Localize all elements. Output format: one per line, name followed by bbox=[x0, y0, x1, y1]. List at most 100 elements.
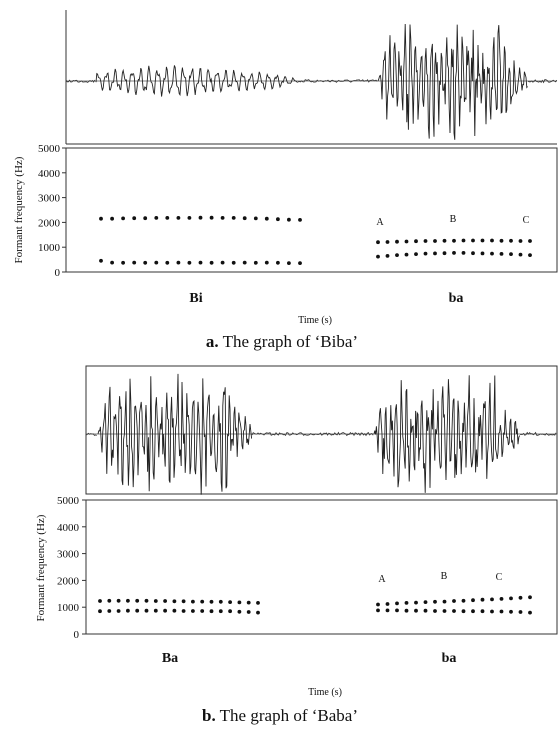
formant-point-f1 bbox=[231, 260, 236, 265]
waveform-silence bbox=[65, 79, 96, 83]
formant-point-f1 bbox=[385, 254, 390, 258]
formant-point-f2 bbox=[395, 601, 399, 606]
formant-point-f2 bbox=[404, 601, 409, 605]
formant-point-f2 bbox=[480, 238, 485, 243]
formant-point-f2 bbox=[181, 599, 186, 604]
formant-point-f1 bbox=[509, 252, 513, 256]
formant-point-f2 bbox=[191, 599, 195, 604]
formant-point-f1 bbox=[433, 609, 437, 613]
formant-point-f1 bbox=[228, 609, 233, 614]
formant-point-f1 bbox=[218, 609, 223, 614]
mark-b: B bbox=[441, 571, 448, 582]
formant-point-f1 bbox=[395, 253, 399, 257]
formant-point-f2 bbox=[376, 602, 380, 607]
formant-point-f2 bbox=[509, 238, 513, 243]
formant-point-f1 bbox=[264, 260, 269, 265]
formant-point-f1 bbox=[99, 258, 103, 263]
formant-point-f2 bbox=[376, 240, 380, 245]
formant-point-f1 bbox=[209, 260, 214, 265]
formant-point-f2 bbox=[414, 600, 418, 605]
waveform-ba-first bbox=[97, 373, 253, 495]
formant-point-f1 bbox=[191, 609, 195, 613]
formant-point-f2 bbox=[99, 216, 103, 221]
formant-point-f1 bbox=[376, 254, 380, 259]
formant-point-f1 bbox=[110, 260, 114, 265]
waveform-ba bbox=[377, 23, 528, 140]
waveform-panel bbox=[85, 365, 558, 495]
formant-point-f2 bbox=[414, 239, 418, 244]
formant-point-f2 bbox=[461, 238, 466, 243]
x-axis-label: Time (s) bbox=[298, 315, 332, 326]
formant-point-f1 bbox=[376, 608, 380, 613]
caption-label: b. bbox=[202, 706, 216, 725]
formant-point-f1 bbox=[490, 251, 494, 256]
formant-point-f1 bbox=[116, 609, 121, 613]
formant-point-f1 bbox=[461, 609, 466, 614]
formant-point-f1 bbox=[518, 252, 523, 257]
formant-point-f2 bbox=[404, 239, 409, 244]
formant-point-f2 bbox=[154, 216, 159, 220]
formant-point-f2 bbox=[98, 599, 102, 603]
formant-point-f1 bbox=[528, 253, 532, 257]
formant-point-f1 bbox=[132, 260, 137, 265]
mark-b: B bbox=[450, 214, 457, 225]
formant-point-f1 bbox=[471, 609, 475, 614]
formant-point-f1 bbox=[172, 608, 177, 613]
formant-point-f1 bbox=[480, 609, 485, 614]
formant-point-f1 bbox=[209, 609, 214, 614]
y-tick-label: 4000 bbox=[38, 168, 61, 180]
formant-point-f1 bbox=[107, 609, 112, 613]
waveform-silence bbox=[527, 79, 558, 84]
formant-point-f2 bbox=[433, 239, 437, 243]
formant-point-f2 bbox=[499, 238, 504, 243]
waveform-silence bbox=[297, 79, 378, 83]
caption-biba: a. The graph of ‘Biba’ bbox=[206, 332, 358, 351]
y-axis-label: Formant frequency (Hz) bbox=[35, 514, 47, 621]
formant-point-f1 bbox=[276, 260, 280, 265]
formant-point-f2 bbox=[276, 217, 280, 222]
formant-point-f1 bbox=[153, 608, 158, 613]
formant-point-f2 bbox=[172, 599, 177, 604]
formant-point-f2 bbox=[528, 239, 532, 243]
x-axis-label: Time (s) bbox=[308, 687, 342, 698]
formant-point-f2 bbox=[163, 599, 168, 603]
y-tick-label: 3000 bbox=[57, 549, 80, 561]
y-tick-label: 5000 bbox=[38, 143, 61, 155]
formant-point-f2 bbox=[253, 216, 258, 221]
formant-point-f2 bbox=[499, 597, 504, 601]
formant-point-f2 bbox=[461, 598, 466, 603]
formant-point-f2 bbox=[153, 599, 158, 603]
mark-c: C bbox=[523, 215, 530, 226]
formant-point-f2 bbox=[228, 600, 233, 604]
formant-point-f2 bbox=[442, 599, 447, 604]
formant-point-f2 bbox=[385, 240, 390, 244]
formant-point-f2 bbox=[126, 598, 130, 603]
formant-point-f2 bbox=[187, 216, 192, 220]
y-tick-label: 4000 bbox=[57, 522, 80, 534]
mark-c: C bbox=[496, 572, 503, 583]
y-tick-label: 0 bbox=[74, 629, 80, 641]
formant-point-f1 bbox=[144, 608, 149, 613]
formant-point-f2 bbox=[237, 600, 242, 605]
y-tick-label: 5000 bbox=[57, 495, 80, 507]
formant-point-f2 bbox=[246, 600, 251, 605]
formant-point-f1 bbox=[242, 260, 247, 265]
formant-point-f2 bbox=[395, 239, 399, 244]
waveform-panel bbox=[65, 10, 558, 145]
y-axis-label: Formant frequency (Hz) bbox=[13, 156, 25, 263]
formant-point-f2 bbox=[433, 599, 437, 604]
mark-a: A bbox=[376, 217, 384, 228]
segment-label-ba: ba bbox=[449, 291, 464, 306]
formant-point-f2 bbox=[198, 215, 203, 220]
formant-point-f1 bbox=[385, 608, 390, 613]
caption-baba: b. The graph of ‘Baba’ bbox=[202, 706, 358, 725]
formant-point-f2 bbox=[423, 239, 428, 243]
y-tick-label: 0 bbox=[55, 267, 61, 279]
formant-point-f1 bbox=[423, 608, 428, 613]
formant-point-f2 bbox=[218, 599, 223, 604]
formant-point-f2 bbox=[110, 216, 114, 221]
formant-point-f2 bbox=[518, 239, 523, 243]
formant-point-f2 bbox=[385, 602, 390, 606]
segment-label-ba-first: Ba bbox=[162, 651, 178, 666]
